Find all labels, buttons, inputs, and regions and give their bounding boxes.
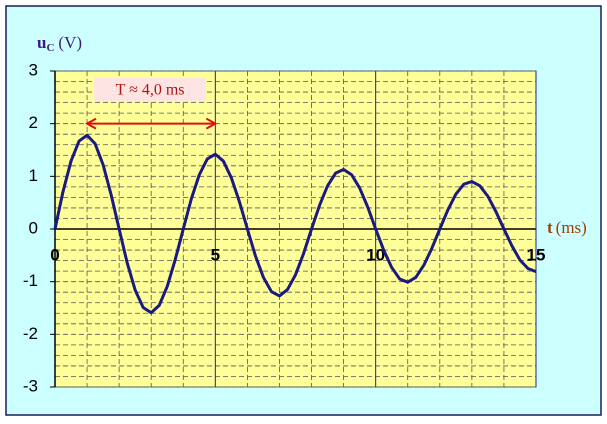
annotation-text: T ≈ 4,0 ms	[116, 82, 185, 99]
y-tick-label: -3	[23, 376, 38, 395]
y-tick-label: -2	[23, 324, 38, 343]
annotation-box	[94, 78, 207, 102]
y-axis-label: uC (V)	[37, 33, 82, 54]
x-tick-label: 15	[527, 245, 546, 264]
y-tick-label: -1	[23, 271, 38, 290]
y-tick-label: 3	[29, 60, 38, 79]
data-line	[53, 133, 537, 315]
x-label-unit: (ms)	[556, 218, 587, 237]
x-tick-label: 0	[50, 245, 59, 264]
y-label-symbol: u	[37, 33, 46, 52]
x-tick-label: 5	[211, 245, 220, 264]
arrow-head	[205, 117, 218, 130]
x-axis-label: t (ms)	[547, 218, 587, 237]
x-label-symbol: t	[547, 218, 553, 237]
y-tick-label: 0	[29, 218, 38, 237]
arrow-head	[85, 117, 97, 130]
y-label-unit: (V)	[58, 33, 82, 52]
x-tick-label: 10	[366, 245, 385, 264]
y-tick-label: 2	[29, 113, 38, 132]
y-label-subscript: C	[46, 42, 54, 54]
y-tick-label: 1	[29, 166, 38, 185]
